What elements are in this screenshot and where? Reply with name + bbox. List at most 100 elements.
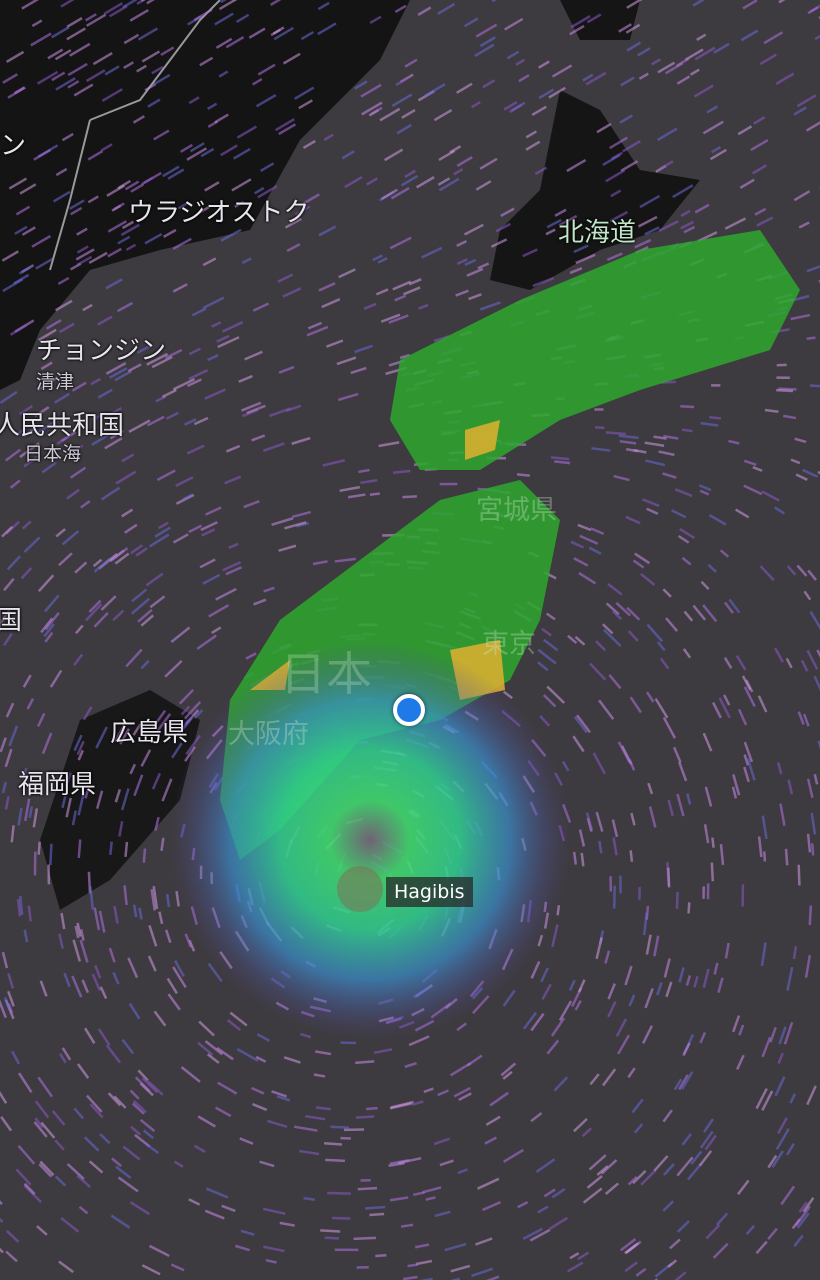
location-dot-icon[interactable] (393, 694, 425, 726)
wind-streak (282, 287, 302, 298)
wind-streak (354, 80, 368, 90)
wind-streak (438, 177, 460, 192)
wind-streak (151, 355, 173, 369)
wind-streak (646, 623, 664, 643)
wind-streak (124, 180, 140, 191)
wind-streak (358, 468, 370, 474)
wind-streak (11, 1050, 21, 1065)
wind-streak (757, 836, 763, 858)
wind-streak (475, 1237, 493, 1246)
wind-streak (477, 262, 490, 270)
wind-streak (160, 837, 165, 851)
wind-streak (150, 889, 157, 911)
wind-streak (659, 160, 674, 170)
wind-streak (143, 176, 154, 184)
wind-streak (637, 47, 651, 57)
wind-streak (731, 1015, 741, 1033)
wind-streak (60, 912, 66, 930)
wind-streak (708, 513, 727, 526)
wind-streak (595, 937, 603, 960)
wind-streak (500, 207, 515, 218)
wind-streak (522, 1227, 543, 1240)
wind-streak (9, 323, 28, 336)
wind-streak (712, 1242, 729, 1259)
wind-streak (793, 106, 807, 116)
wind-streak (551, 1188, 566, 1199)
wind-streak (672, 746, 682, 763)
wind-streak (572, 851, 578, 865)
wind-streak (585, 812, 594, 831)
label-tokyo: 東京 (482, 629, 536, 660)
wind-streak (226, 1018, 241, 1031)
wind-streak (508, 103, 523, 114)
wind-streak (252, 302, 270, 312)
wind-streak (732, 774, 741, 796)
wind-streak (806, 265, 820, 273)
wind-streak (145, 572, 164, 587)
wind-streak (558, 1000, 573, 1022)
wind-streak (105, 278, 123, 290)
wind-streak (19, 183, 37, 195)
wind-streak (456, 258, 468, 265)
typhoon-icon[interactable] (337, 866, 383, 912)
wind-streak (702, 604, 718, 623)
wind-streak (134, 1076, 151, 1093)
wind-streak (274, 118, 295, 132)
wind-streak (136, 343, 153, 354)
wind-streak (225, 566, 243, 576)
wind-streak (151, 65, 164, 75)
wind-streak (402, 1275, 418, 1280)
wind-streak (551, 64, 573, 78)
wind-streak (578, 829, 586, 847)
wind-streak (238, 374, 253, 383)
wind-streak (531, 105, 547, 117)
wind-streak (166, 977, 178, 995)
wind-streak (806, 833, 812, 853)
wind-streak (130, 183, 144, 193)
storm-label[interactable]: Hagibis (386, 877, 473, 907)
wind-streak (776, 762, 783, 775)
wind-streak (114, 552, 130, 565)
wind-streak (631, 1098, 644, 1114)
wind-streak (789, 1093, 797, 1104)
wind-streak (322, 459, 346, 467)
wind-streak (783, 1021, 794, 1045)
wind-streak (680, 209, 691, 217)
wind-streak (40, 1121, 56, 1139)
wind-streak (706, 105, 719, 114)
wind-streak (784, 848, 789, 866)
wind-streak (388, 1161, 405, 1167)
wind-streak (153, 1010, 167, 1027)
wind-streak (456, 156, 473, 167)
wind-streak (251, 1086, 265, 1095)
wind-streak (18, 266, 31, 275)
wind-streak (607, 582, 623, 596)
wind-streak (279, 1221, 295, 1227)
wind-streak (88, 251, 108, 265)
wind-streak (538, 88, 555, 100)
wind-streak (644, 441, 665, 448)
wind-streak (756, 216, 774, 227)
label-hokkaido: 北海道 (558, 218, 637, 248)
wind-streak (1, 525, 14, 538)
wind-streak (522, 1011, 537, 1030)
wind-streak (797, 711, 805, 725)
wind-streak (605, 602, 620, 616)
wind-streak (221, 1204, 236, 1213)
wind-streak (67, 80, 80, 89)
wind-streak (144, 232, 163, 245)
wind-streak (21, 520, 32, 530)
wind-streak (107, 1092, 122, 1107)
wind-streak (259, 1160, 275, 1168)
wind-streak (313, 1073, 326, 1078)
wind-streak (794, 1205, 811, 1227)
wind-streak (609, 136, 628, 150)
wind-streak (503, 101, 518, 111)
wind-streak (475, 23, 498, 38)
wind-streak (809, 611, 820, 630)
wind-streak (19, 404, 33, 416)
wind-streak (2, 73, 18, 84)
wind-streak (252, 1102, 268, 1112)
wind-streak (161, 778, 173, 802)
